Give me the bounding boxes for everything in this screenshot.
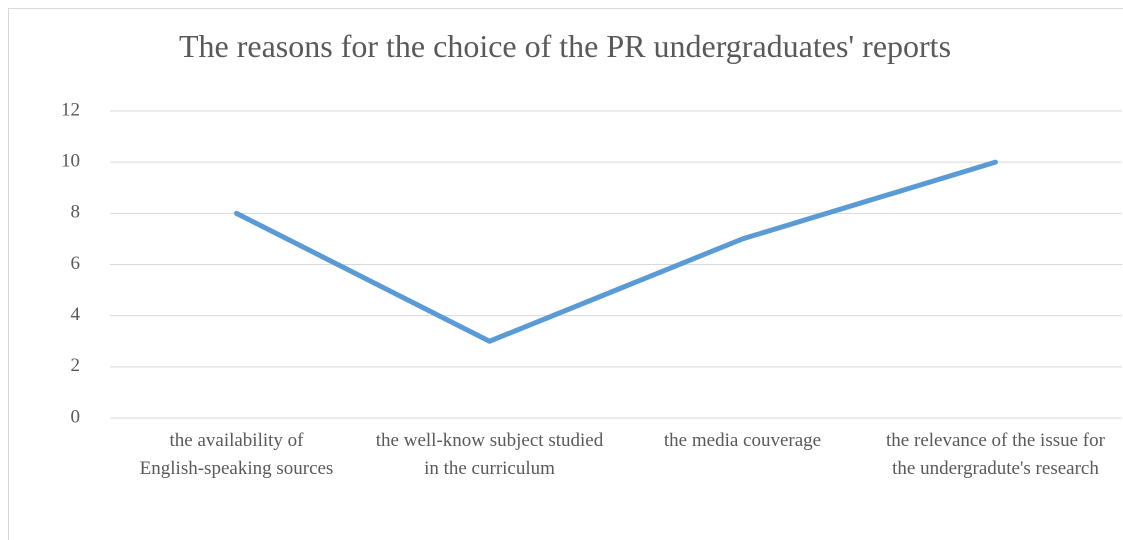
y-tick-label: 6: [71, 253, 81, 274]
x-tick-label: the relevance of the issue for the underg…: [886, 430, 1106, 479]
chart-title: The reasons for the choice of the PR und…: [179, 28, 951, 64]
line-series: [234, 159, 998, 344]
x-tick-label: the media couverage: [664, 430, 821, 451]
y-tick-label: 2: [71, 355, 81, 376]
y-tick-label: 0: [71, 406, 81, 427]
x-tick-label: the availability of English-speaking sour…: [140, 430, 334, 479]
y-tick-label: 8: [71, 202, 81, 223]
y-tick-label: 12: [61, 99, 80, 120]
x-tick-label: the well-know subject studied in the curr…: [376, 430, 604, 479]
y-tick-label: 4: [71, 304, 81, 325]
chart-border: [8, 8, 1123, 540]
y-tick-label: 10: [61, 151, 80, 172]
